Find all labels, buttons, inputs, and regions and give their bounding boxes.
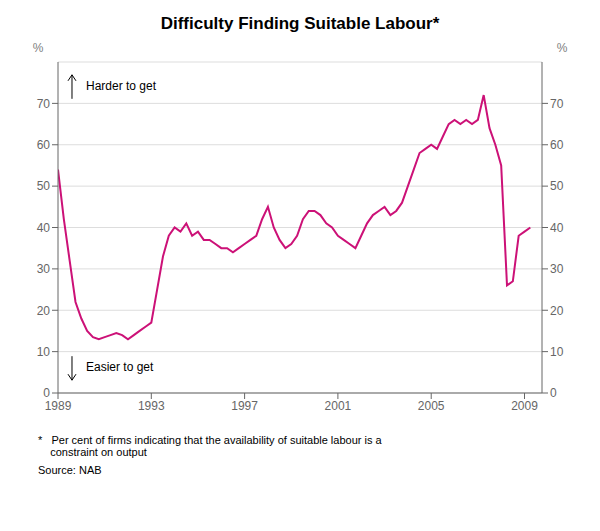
svg-text:40: 40 bbox=[550, 221, 564, 235]
svg-text:50: 50 bbox=[37, 179, 51, 193]
svg-text:1997: 1997 bbox=[231, 399, 258, 413]
svg-text:2009: 2009 bbox=[511, 399, 538, 413]
svg-text:Easier to get: Easier to get bbox=[86, 360, 154, 374]
svg-text:30: 30 bbox=[37, 262, 51, 276]
svg-text:2001: 2001 bbox=[325, 399, 352, 413]
svg-text:10: 10 bbox=[550, 345, 564, 359]
svg-text:1993: 1993 bbox=[138, 399, 165, 413]
svg-text:30: 30 bbox=[550, 262, 564, 276]
svg-text:0: 0 bbox=[550, 386, 557, 400]
svg-text:1989: 1989 bbox=[45, 399, 72, 413]
html-text:Difficulty Finding Suitable La: Difficulty Finding Suitable Labour* bbox=[160, 14, 440, 33]
svg-text:%: % bbox=[557, 41, 568, 55]
svg-text:60: 60 bbox=[550, 138, 564, 152]
svg-text:2005: 2005 bbox=[418, 399, 445, 413]
html-text:Source: NAB: Source: NAB bbox=[38, 464, 102, 476]
svg-text:0: 0 bbox=[43, 386, 50, 400]
svg-text:10: 10 bbox=[37, 345, 51, 359]
html-text:constraint on output: constraint on output bbox=[38, 446, 147, 458]
svg-text:60: 60 bbox=[37, 138, 51, 152]
svg-text:20: 20 bbox=[550, 304, 564, 318]
svg-text:Harder to get: Harder to get bbox=[86, 79, 157, 93]
svg-text:50: 50 bbox=[550, 179, 564, 193]
svg-text:%: % bbox=[33, 41, 44, 55]
svg-text:40: 40 bbox=[37, 221, 51, 235]
svg-text:70: 70 bbox=[37, 97, 51, 111]
svg-text:20: 20 bbox=[37, 304, 51, 318]
svg-text:70: 70 bbox=[550, 97, 564, 111]
html-text:* Per cent of firms indicating: * Per cent of firms indicating that the … bbox=[38, 434, 382, 446]
